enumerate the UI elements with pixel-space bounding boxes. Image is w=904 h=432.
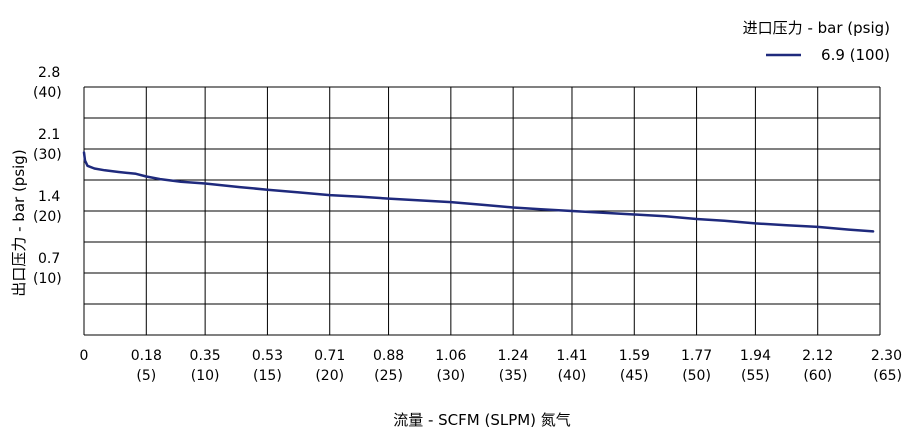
x-tick-sublabel: (5) bbox=[136, 368, 156, 384]
x-tick-label: 0.71 bbox=[314, 348, 345, 364]
x-tick-sublabel: (10) bbox=[191, 368, 220, 384]
x-tick-sublabel: (55) bbox=[741, 368, 770, 384]
legend-entry-label: 6.9 (100) bbox=[821, 46, 890, 64]
y-tick-label: 1.4 bbox=[38, 189, 60, 205]
x-tick-sublabel: (15) bbox=[253, 368, 282, 384]
x-tick-sublabel: (60) bbox=[803, 368, 832, 384]
x-axis-ticks: 0 0.18 (5) 0.35 (10) 0.53 (15) 0.71 (20) 0.88 (25)… bbox=[80, 348, 902, 384]
x-tick-sublabel: (35) bbox=[499, 368, 528, 384]
x-tick-sublabel: (50) bbox=[682, 368, 711, 384]
x-tick-label: 2.30 bbox=[871, 348, 902, 364]
y-axis-title: 出口压力 - bar (psig) bbox=[10, 149, 28, 296]
y-tick-sublabel: (30) bbox=[33, 147, 62, 163]
x-tick-sublabel: (65) bbox=[873, 368, 902, 384]
x-tick-label: 0.18 bbox=[131, 348, 162, 364]
x-axis-title: 流量 - SCFM (SLPM) 氮气 bbox=[393, 411, 571, 429]
y-tick-label: 2.8 bbox=[38, 65, 60, 81]
y-tick-sublabel: (40) bbox=[33, 85, 62, 101]
x-tick-sublabel: (45) bbox=[620, 368, 649, 384]
x-tick-label: 1.24 bbox=[498, 348, 529, 364]
y-tick-label: 2.1 bbox=[38, 127, 60, 143]
y-tick-sublabel: (10) bbox=[33, 271, 62, 287]
legend-title: 进口压力 - bar (psig) bbox=[743, 19, 890, 37]
x-tick-label: 1.06 bbox=[435, 348, 466, 364]
legend: 进口压力 - bar (psig) 6.9 (100) bbox=[743, 19, 890, 64]
x-tick-label: 0.53 bbox=[252, 348, 283, 364]
grid bbox=[83, 86, 881, 336]
x-tick-label: 1.94 bbox=[740, 348, 771, 364]
x-tick-sublabel: (40) bbox=[558, 368, 587, 384]
x-tick-label: 0.35 bbox=[190, 348, 221, 364]
x-tick-label: 1.59 bbox=[619, 348, 650, 364]
x-tick-sublabel: (25) bbox=[374, 368, 403, 384]
y-tick-label: 0.7 bbox=[38, 251, 60, 267]
x-tick-label: 1.41 bbox=[556, 348, 587, 364]
x-tick-sublabel: (20) bbox=[315, 368, 344, 384]
y-axis-ticks: 2.8 (40) 2.1 (30) 1.4 (20) 0.7 (10) bbox=[33, 65, 62, 287]
series-line bbox=[82, 151, 875, 233]
x-tick-sublabel: (30) bbox=[436, 368, 465, 384]
x-tick-label: 2.12 bbox=[802, 348, 833, 364]
x-tick-label: 0.88 bbox=[373, 348, 404, 364]
series-layer bbox=[82, 151, 875, 233]
y-tick-sublabel: (20) bbox=[33, 209, 62, 225]
x-tick-label: 1.77 bbox=[681, 348, 712, 364]
x-tick-label: 0 bbox=[80, 348, 89, 364]
